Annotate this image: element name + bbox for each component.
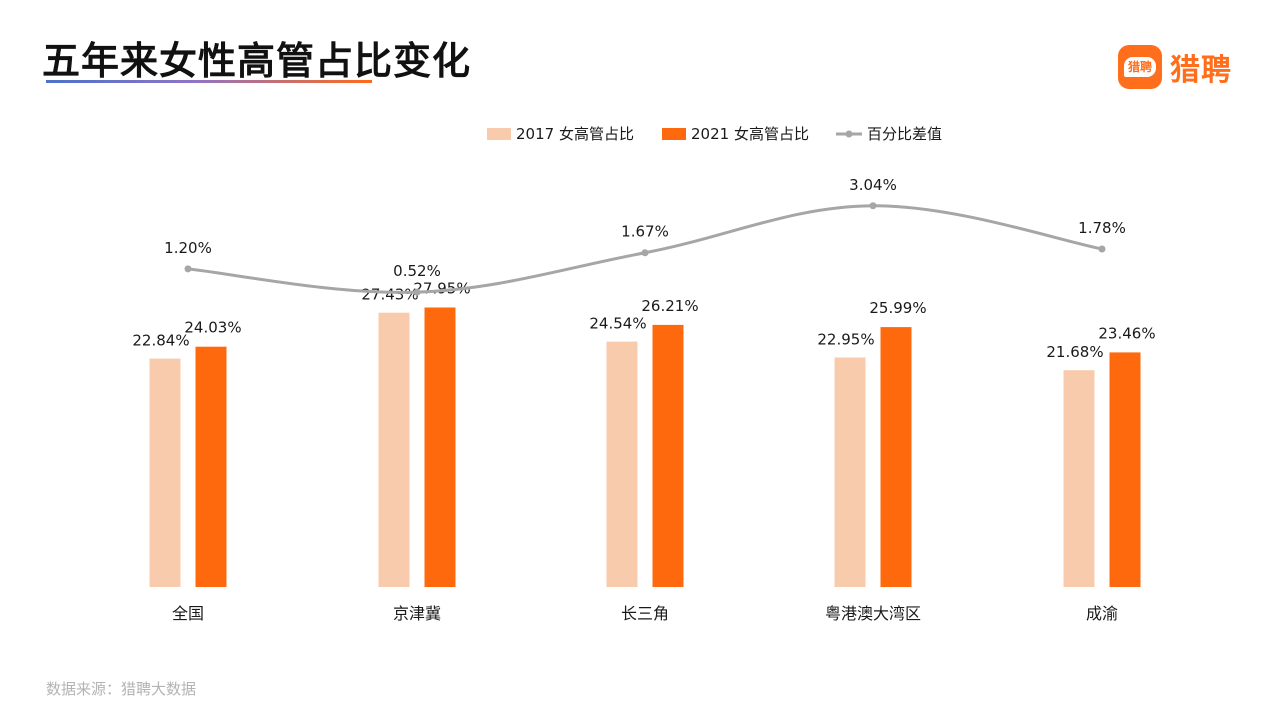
legend-marker-diff	[845, 130, 853, 138]
diff-point	[184, 265, 192, 273]
category-label: 长三角	[621, 604, 669, 623]
data-label-2017: 24.54%	[589, 315, 646, 333]
data-label-2017: 21.68%	[1046, 343, 1103, 361]
bar-2017	[834, 357, 866, 587]
legend-swatch-2017	[487, 128, 511, 140]
bar-2021	[195, 346, 227, 587]
data-label-diff: 3.04%	[849, 176, 897, 194]
brand-name: 猎聘	[1170, 53, 1232, 88]
bar-2017	[1063, 370, 1095, 587]
data-label-2017: 22.84%	[132, 332, 189, 350]
data-label-2021: 23.46%	[1098, 324, 1155, 342]
data-label-2021: 26.21%	[641, 297, 698, 315]
bar-2017	[606, 341, 638, 587]
legend-label-2017: 2017 女高管占比	[516, 125, 634, 143]
brand-logo: 猎聘 猎聘	[1118, 45, 1232, 89]
data-label-2021: 24.03%	[184, 319, 241, 337]
data-label-2017: 27.43%	[361, 286, 418, 304]
legend-label-diff: 百分比差值	[867, 125, 942, 143]
category-label: 京津冀	[393, 604, 441, 623]
diff-line	[187, 204, 1103, 294]
data-label-diff: 1.78%	[1078, 219, 1126, 237]
title-underline	[46, 80, 372, 83]
diff-point	[413, 288, 421, 296]
legend-label-2021: 2021 女高管占比	[691, 125, 809, 143]
bar-2021	[1109, 352, 1141, 587]
page-title: 五年来女性高管占比变化	[42, 39, 472, 83]
bar-2021	[424, 307, 456, 587]
brand-bubble-text: 猎聘	[1123, 57, 1156, 77]
category-label: 成渝	[1086, 604, 1118, 623]
diff-point	[641, 249, 649, 257]
data-label-diff: 1.20%	[164, 239, 212, 257]
category-label: 全国	[172, 604, 204, 623]
legend-swatch-2021	[662, 128, 686, 140]
brand-badge-icon: 猎聘	[1118, 45, 1162, 89]
diff-point	[1098, 245, 1106, 253]
bar-2017	[149, 358, 181, 587]
bar-2021	[880, 327, 912, 587]
diff-point	[869, 202, 877, 210]
source-note: 数据来源：猎聘大数据	[46, 680, 197, 698]
category-label: 粤港澳大湾区	[825, 604, 921, 623]
data-label-2021: 25.99%	[869, 299, 926, 317]
bar-2021	[652, 324, 684, 587]
data-label-diff: 1.67%	[621, 223, 669, 241]
data-label-diff: 0.52%	[393, 262, 441, 280]
data-label-2017: 22.95%	[817, 331, 874, 349]
bar-2017	[378, 312, 410, 587]
